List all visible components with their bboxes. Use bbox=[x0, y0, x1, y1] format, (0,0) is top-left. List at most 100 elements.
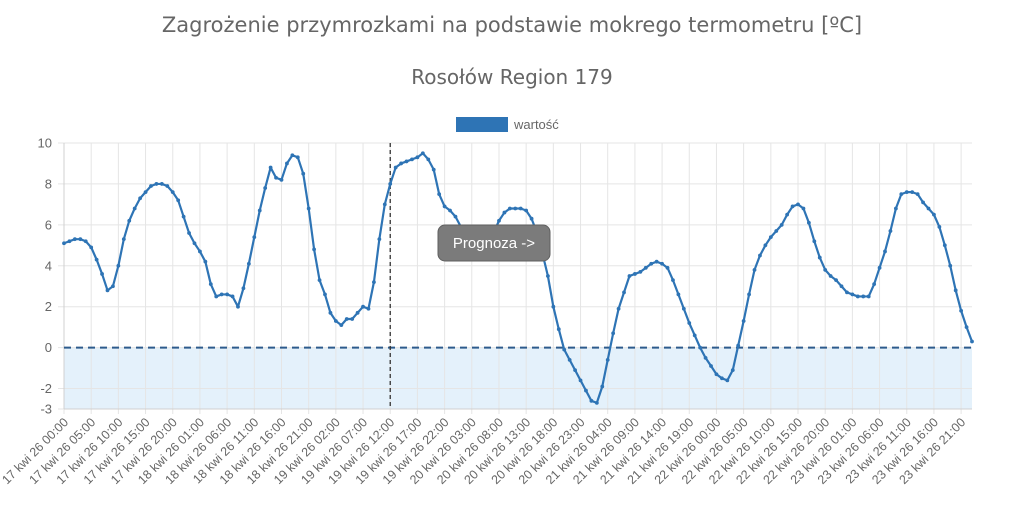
data-point bbox=[959, 308, 964, 313]
data-point bbox=[964, 325, 969, 330]
data-point bbox=[518, 206, 523, 211]
data-point bbox=[344, 317, 349, 321]
data-point bbox=[883, 249, 887, 254]
data-point bbox=[127, 218, 132, 223]
y-tick-label: 6 bbox=[45, 217, 52, 232]
data-point bbox=[203, 259, 208, 264]
data-point bbox=[573, 368, 577, 373]
data-point bbox=[828, 274, 833, 278]
data-point bbox=[290, 153, 295, 158]
data-point bbox=[111, 284, 115, 289]
data-point bbox=[692, 333, 697, 338]
data-point bbox=[839, 284, 844, 289]
data-point bbox=[285, 161, 289, 166]
data-point bbox=[703, 355, 708, 360]
data-point bbox=[752, 267, 757, 272]
data-point bbox=[779, 222, 784, 227]
data-point bbox=[268, 165, 273, 170]
data-point bbox=[643, 265, 648, 270]
data-point bbox=[219, 292, 224, 297]
data-point bbox=[149, 184, 153, 188]
data-point bbox=[589, 398, 594, 403]
data-point bbox=[584, 388, 588, 393]
data-point bbox=[758, 253, 762, 258]
data-point bbox=[736, 343, 741, 348]
data-point bbox=[448, 208, 452, 213]
data-point bbox=[225, 292, 230, 297]
data-point bbox=[834, 278, 838, 282]
data-point bbox=[567, 357, 572, 362]
data-point bbox=[861, 294, 866, 299]
data-point bbox=[355, 310, 360, 315]
data-point bbox=[970, 339, 974, 344]
data-point bbox=[942, 243, 947, 248]
data-point bbox=[812, 239, 817, 244]
data-point bbox=[730, 368, 735, 373]
forecast-badge: Prognoza -> bbox=[437, 224, 551, 262]
data-point bbox=[632, 272, 637, 276]
data-point bbox=[785, 212, 790, 217]
data-point bbox=[94, 257, 99, 262]
data-point bbox=[154, 182, 159, 186]
data-point bbox=[524, 208, 529, 213]
data-point bbox=[328, 310, 333, 315]
data-point bbox=[350, 317, 355, 321]
data-point bbox=[763, 243, 768, 248]
data-point bbox=[306, 206, 311, 211]
data-point bbox=[654, 259, 659, 264]
data-point bbox=[801, 206, 806, 211]
data-point bbox=[953, 288, 958, 293]
data-point bbox=[719, 376, 724, 381]
data-point bbox=[246, 261, 251, 266]
data-point bbox=[497, 218, 501, 223]
data-point bbox=[214, 294, 219, 299]
forecast-badge-box bbox=[437, 224, 551, 262]
data-point bbox=[937, 224, 942, 229]
data-point bbox=[681, 306, 686, 311]
data-point bbox=[872, 282, 877, 287]
below-threshold-fill bbox=[64, 347, 972, 409]
data-point bbox=[165, 184, 170, 188]
data-point bbox=[605, 357, 610, 362]
data-point bbox=[159, 182, 164, 186]
data-point bbox=[176, 198, 181, 203]
data-point bbox=[638, 270, 643, 274]
data-point bbox=[382, 202, 387, 207]
data-point bbox=[948, 263, 953, 268]
data-point bbox=[257, 208, 262, 213]
data-point bbox=[562, 347, 567, 352]
data-point bbox=[671, 278, 675, 282]
y-tick-label: 0 bbox=[45, 340, 52, 355]
data-point bbox=[888, 229, 893, 233]
data-point bbox=[399, 161, 404, 166]
data-point bbox=[616, 306, 621, 311]
data-point bbox=[187, 231, 191, 235]
legend[interactable]: wartość bbox=[456, 117, 559, 132]
data-point bbox=[904, 190, 909, 195]
data-point bbox=[796, 202, 800, 207]
data-point bbox=[420, 151, 425, 156]
data-point bbox=[121, 237, 126, 242]
data-point bbox=[252, 235, 257, 240]
data-point bbox=[83, 239, 88, 244]
data-point bbox=[393, 165, 398, 170]
data-point bbox=[774, 229, 779, 233]
data-point bbox=[431, 167, 436, 172]
data-point bbox=[442, 204, 447, 209]
data-point bbox=[866, 294, 871, 299]
data-point bbox=[312, 247, 317, 252]
data-point bbox=[714, 372, 719, 377]
data-point bbox=[546, 274, 550, 278]
data-point bbox=[170, 190, 175, 195]
data-point bbox=[198, 249, 202, 254]
data-point bbox=[230, 294, 235, 299]
data-point bbox=[600, 384, 605, 389]
data-point bbox=[241, 286, 246, 291]
data-point bbox=[138, 196, 143, 201]
chart-subtitle: Rosołów Region 179 bbox=[411, 65, 613, 89]
y-tick-label: 8 bbox=[45, 176, 52, 191]
data-point bbox=[415, 155, 420, 160]
data-point bbox=[806, 220, 811, 225]
data-point bbox=[850, 292, 855, 297]
